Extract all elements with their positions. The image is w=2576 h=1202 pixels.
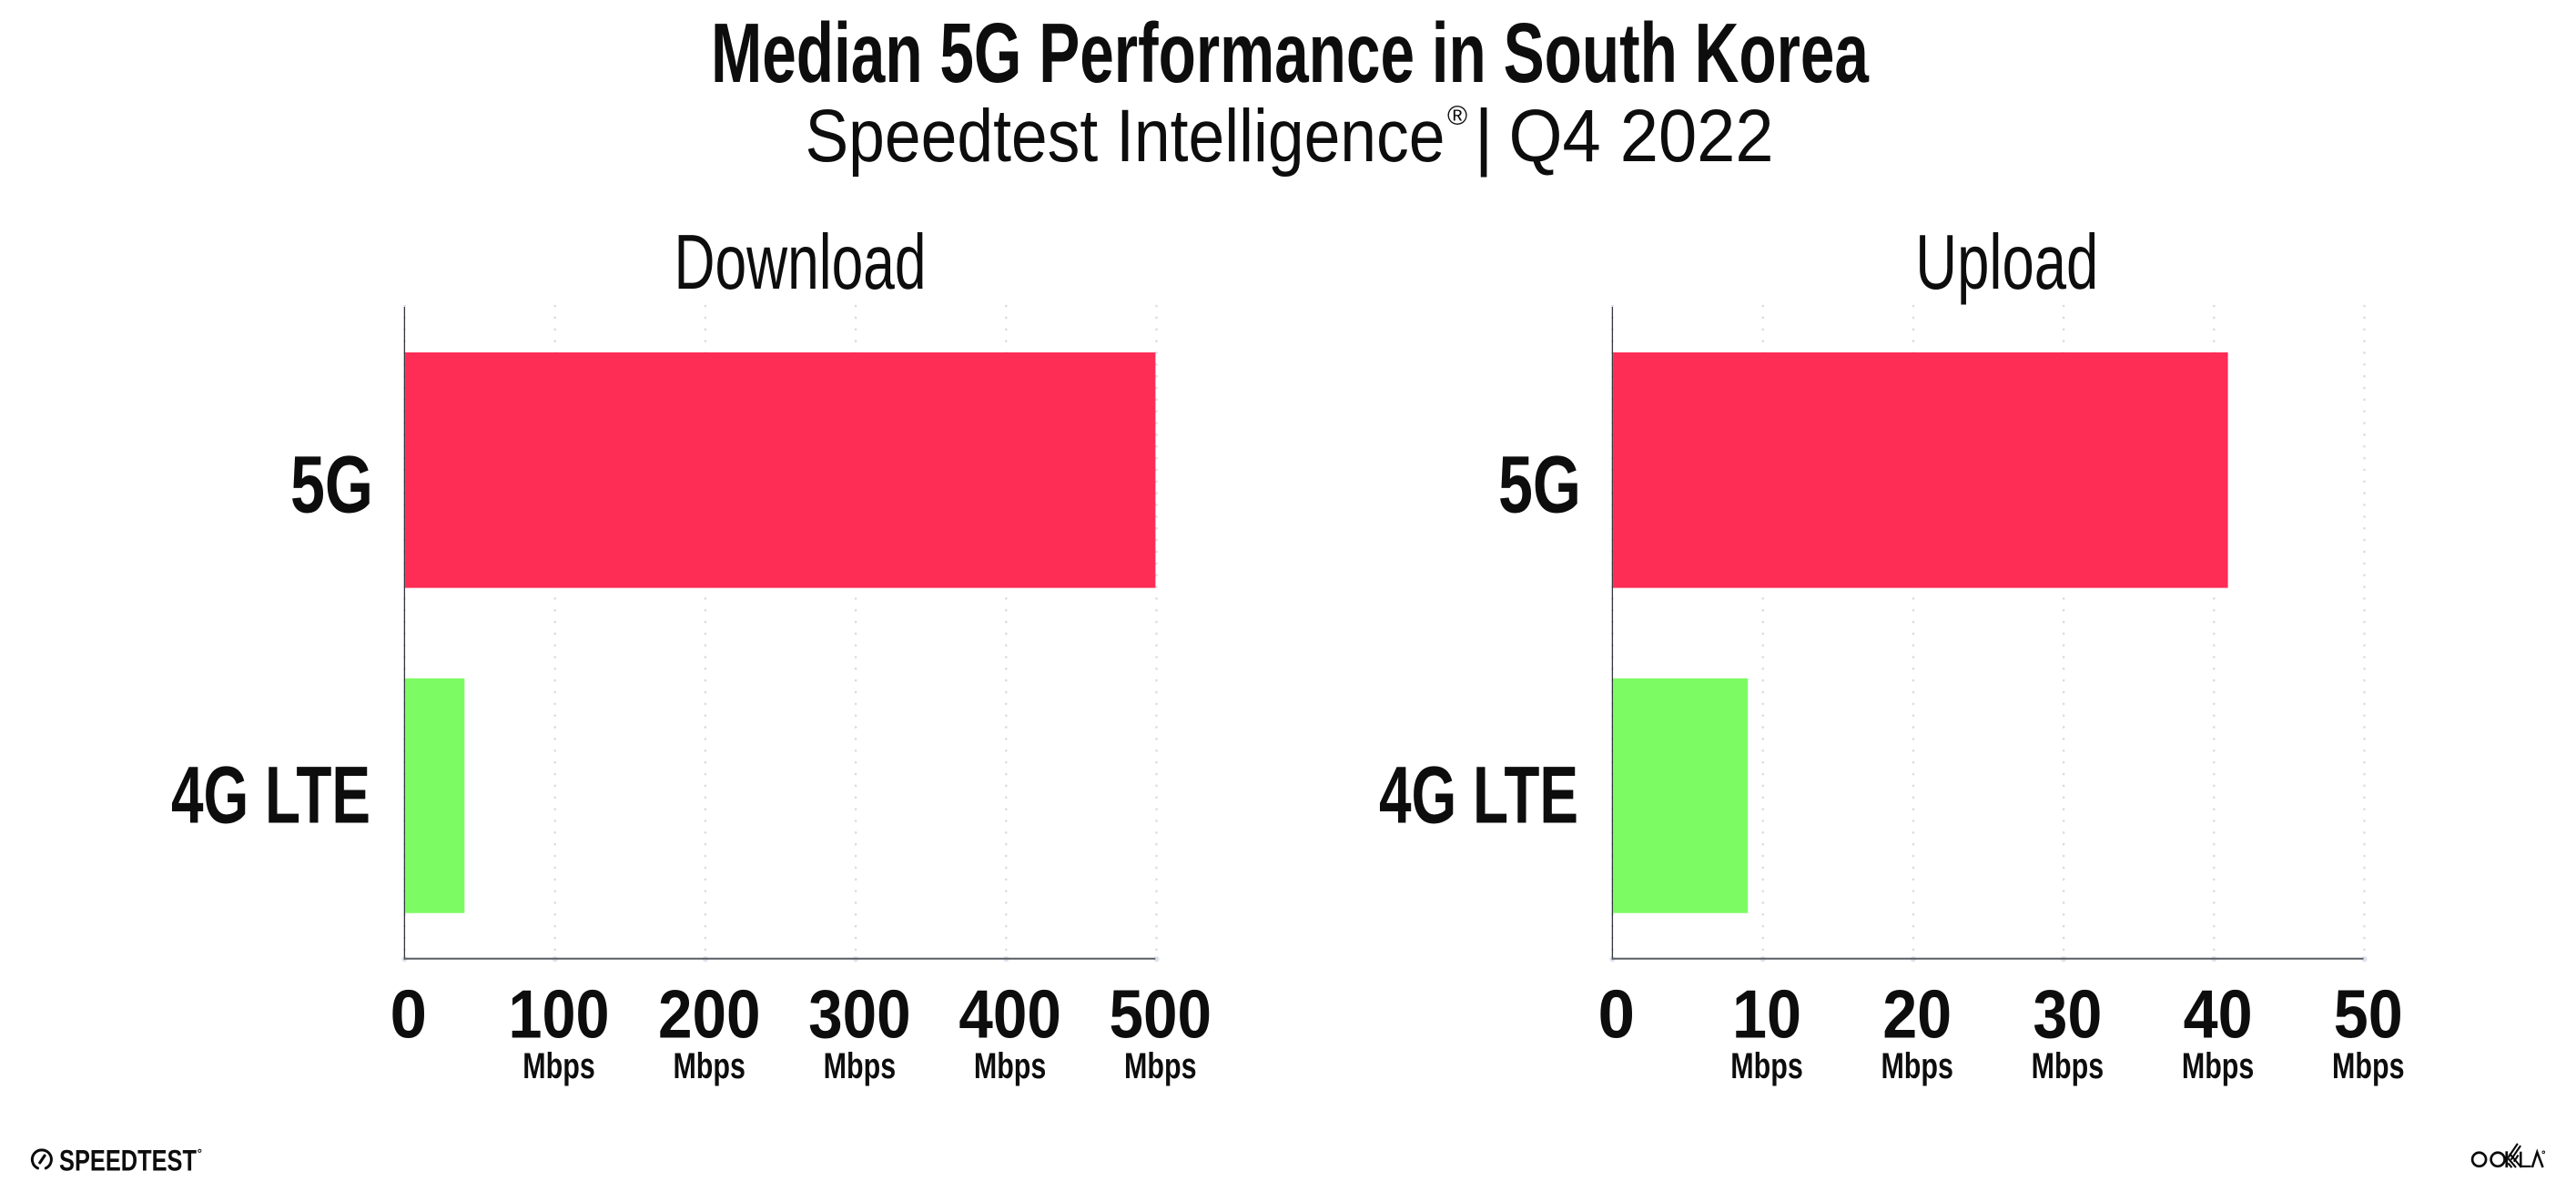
svg-text:SPEEDTEST: SPEEDTEST xyxy=(59,1144,197,1177)
svg-text:40: 40 xyxy=(2184,977,2253,1054)
svg-text:0: 0 xyxy=(1598,977,1636,1054)
svg-text:0: 0 xyxy=(390,977,428,1054)
svg-text:100: 100 xyxy=(509,977,610,1054)
svg-text:Mbps: Mbps xyxy=(1124,1046,1197,1086)
svg-text:Q4 2022: Q4 2022 xyxy=(1509,95,1774,178)
svg-text:300: 300 xyxy=(808,977,911,1054)
svg-text:30: 30 xyxy=(2033,977,2102,1054)
svg-text:Mbps: Mbps xyxy=(2182,1046,2255,1086)
svg-text:Mbps: Mbps xyxy=(974,1046,1047,1086)
svg-text:Median 5G Performance in South: Median 5G Performance in South Korea xyxy=(711,5,1870,100)
svg-text:4G LTE: 4G LTE xyxy=(171,750,370,840)
svg-text:Mbps: Mbps xyxy=(2032,1046,2104,1086)
svg-text:Mbps: Mbps xyxy=(2332,1046,2405,1086)
svg-text:200: 200 xyxy=(658,977,761,1054)
svg-text:Mbps: Mbps xyxy=(1730,1046,1803,1086)
svg-text:Mbps: Mbps xyxy=(1881,1046,1953,1086)
svg-text:®: ® xyxy=(1447,101,1467,131)
svg-text:4G LTE: 4G LTE xyxy=(1379,750,1578,840)
svg-text:5G: 5G xyxy=(290,440,373,530)
svg-text:400: 400 xyxy=(958,977,1061,1054)
svg-text:Upload: Upload xyxy=(1915,219,2098,306)
svg-text:Speedtest Intelligence: Speedtest Intelligence xyxy=(806,95,1445,178)
svg-text:Mbps: Mbps xyxy=(673,1046,745,1086)
svg-text:20: 20 xyxy=(1882,977,1952,1054)
svg-text:|: | xyxy=(1475,95,1494,178)
svg-text:5G: 5G xyxy=(1498,440,1581,530)
svg-text:Mbps: Mbps xyxy=(824,1046,897,1086)
svg-text:500: 500 xyxy=(1110,977,1212,1054)
svg-text:50: 50 xyxy=(2334,977,2403,1054)
svg-text:10: 10 xyxy=(1732,977,1801,1054)
svg-text:Mbps: Mbps xyxy=(522,1046,595,1086)
svg-text:Download: Download xyxy=(674,219,927,306)
